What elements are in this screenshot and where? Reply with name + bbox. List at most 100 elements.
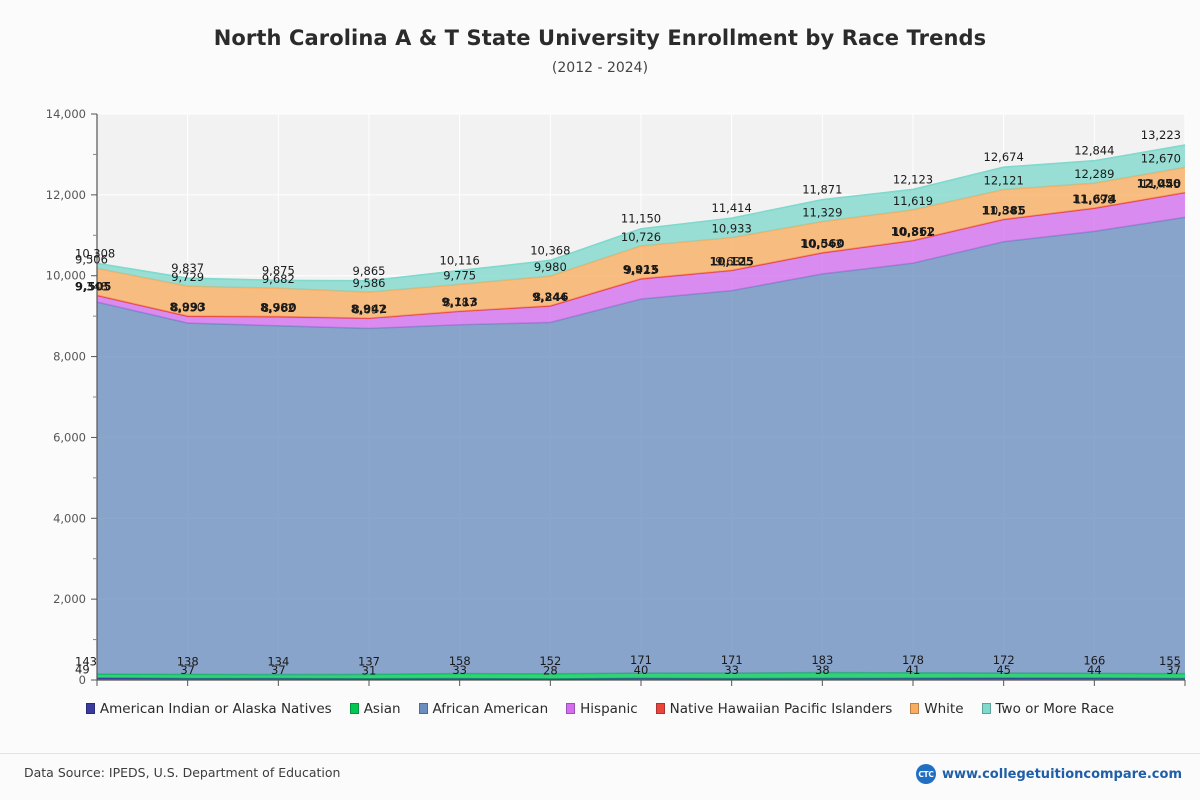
data-point-label: 143 (75, 654, 97, 668)
legend-item[interactable]: Native Hawaiian Pacific Islanders (655, 700, 893, 719)
data-point-label: 11,385 (981, 203, 1025, 217)
data-point-label: 11,619 (893, 194, 933, 208)
area-series[interactable] (97, 672, 1185, 679)
data-point-label: 134 (267, 655, 289, 669)
x-axis-label: 2013 (173, 688, 202, 690)
legend-item-label: Hispanic (580, 701, 638, 717)
legend-item[interactable]: American Indian or Alaska Natives (85, 700, 332, 719)
data-point-label: 41 (906, 663, 921, 677)
data-point-label: 10,368 (530, 243, 570, 257)
data-point-label: 31 (362, 663, 377, 677)
legend-item[interactable]: Hispanic (566, 700, 638, 719)
chart-plot-area: 0 2,000 4,000 6,000 8,000 10,000 12,000 14,000 2… (0, 100, 1200, 690)
data-point-label: 10,043 (802, 237, 842, 251)
data-point-label: 9,631 (715, 255, 748, 269)
x-axis-label: 2014 (264, 688, 293, 690)
data-point-label: 171 (630, 653, 652, 667)
page-subtitle: (2012 - 2024) (551, 60, 649, 76)
legend-swatch-icon (418, 703, 428, 714)
y-axis-label: 0 (79, 673, 86, 687)
data-point-label: 9,505 (75, 279, 111, 293)
data-point-label: 9,348 (75, 280, 108, 294)
data-point-label: 9,915 (623, 263, 659, 277)
data-point-label: 8,980 (260, 301, 296, 315)
data-point-label: 49 (75, 663, 90, 677)
chart-legend: American Indian or Alaska Natives Asian Af… (0, 700, 1200, 719)
data-point-label: 9,506 (75, 252, 108, 266)
data-point-label: 12,844 (1074, 144, 1114, 158)
data-point-label: 9,729 (171, 270, 204, 284)
data-point-label: 172 (993, 653, 1015, 667)
data-point-label: 171 (721, 653, 743, 667)
x-axis-label: 2017 (536, 688, 565, 690)
x-axis-label: 2018 (626, 688, 655, 690)
legend-item[interactable]: Two or More Race (981, 700, 1114, 719)
legend-item-label: Asian (363, 701, 401, 717)
data-point-label: 9,113 (441, 295, 477, 309)
data-point-label: 9,586 (353, 276, 386, 290)
x-axis-label: 2016 (445, 688, 474, 690)
y-axis-label: 2,000 (53, 592, 86, 606)
legend-item[interactable]: African American (418, 700, 549, 719)
x-axis-label: 2012 (97, 688, 126, 690)
data-point-label: 12,670 (1141, 151, 1181, 165)
data-point-label: 9,980 (534, 260, 567, 274)
data-point-label: 11,150 (621, 212, 661, 226)
data-point-label: 44 (1087, 663, 1102, 677)
data-point-label: 33 (724, 663, 739, 677)
data-point-label: 155 (1159, 654, 1181, 668)
data-point-label: 12,674 (984, 150, 1024, 164)
data-point-label: 40 (634, 663, 649, 677)
data-point-label: 33 (452, 663, 467, 677)
data-point-label: 183 (811, 653, 833, 667)
data-point-label: 10,116 (440, 254, 480, 268)
legend-swatch-icon (981, 703, 991, 714)
y-axis-label: 8,000 (53, 350, 86, 364)
x-axis-label: 2024 (1156, 688, 1185, 690)
data-point-label: 37 (271, 663, 286, 677)
y-axis-label: 14,000 (46, 107, 86, 121)
legend-item-label: African American (432, 701, 549, 717)
data-point-label: 12,050 (1137, 176, 1181, 190)
x-axis-label: 2022 (989, 688, 1018, 690)
data-point-label: 9,865 (353, 264, 386, 278)
page-title: North Carolina A & T State University En… (213, 26, 987, 50)
legend-item-label: White (924, 701, 964, 717)
brand-url-label: www.collegetuitioncompare.com (941, 766, 1182, 782)
data-point-label: 9,875 (262, 263, 295, 277)
data-point-label: 12,123 (893, 172, 933, 186)
legend-item[interactable]: Asian (349, 700, 401, 719)
data-point-label: 8,787 (443, 296, 476, 310)
brand-link[interactable]: CTC www.collegetuitioncompare.com (915, 764, 1182, 784)
data-point-label: 11,445 (1141, 177, 1181, 191)
legend-swatch-icon (349, 703, 359, 714)
data-point-label: 12,289 (1074, 167, 1114, 181)
legend-item-label: Native Hawaiian Pacific Islanders (669, 701, 893, 717)
area-series-line (96, 216, 1186, 330)
y-axis-label: 6,000 (53, 430, 86, 444)
data-point-label: 10,560 (800, 237, 844, 251)
data-point-label: 9,682 (262, 272, 295, 286)
data-point-label: 10,125 (709, 254, 753, 268)
data-point-label: 8,993 (169, 300, 205, 314)
data-point-label: 11,674 (1072, 192, 1116, 206)
data-point-label: 158 (449, 654, 471, 668)
area-series[interactable] (97, 217, 1185, 675)
data-point-label: 166 (1083, 653, 1105, 667)
x-axis-label: 2021 (898, 688, 927, 690)
data-point-label: 37 (180, 663, 195, 677)
y-axis-label: 10,000 (46, 269, 86, 283)
legend-swatch-icon (655, 703, 665, 714)
legend-item[interactable]: White (910, 700, 964, 719)
x-axis-label: 2015 (354, 688, 383, 690)
legend-item-label: American Indian or Alaska Natives (99, 701, 332, 717)
data-point-label: 8,697 (353, 302, 386, 316)
area-series[interactable] (97, 167, 1185, 319)
data-point-label: 178 (902, 653, 924, 667)
data-point-label: 13,223 (1141, 128, 1181, 142)
x-axis-label: 2019 (717, 688, 746, 690)
data-point-label: 8,844 (534, 290, 567, 304)
data-point-label: 138 (177, 655, 199, 669)
footer-divider (0, 753, 1200, 754)
